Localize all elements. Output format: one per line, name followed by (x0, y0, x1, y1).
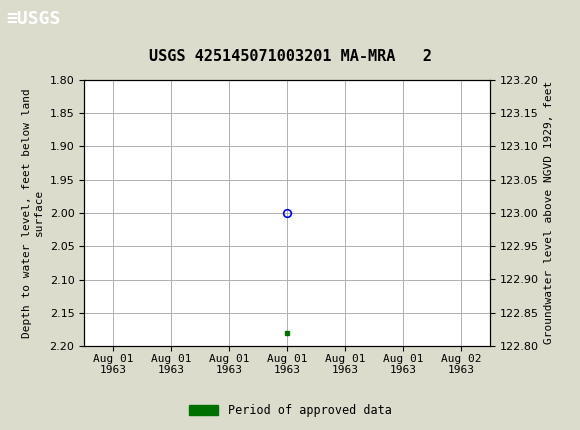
Y-axis label: Depth to water level, feet below land
surface: Depth to water level, feet below land su… (23, 88, 44, 338)
Y-axis label: Groundwater level above NGVD 1929, feet: Groundwater level above NGVD 1929, feet (545, 81, 554, 344)
Legend: Period of approved data: Period of approved data (184, 399, 396, 422)
Text: ≡USGS: ≡USGS (6, 10, 60, 28)
Text: USGS 425145071003201 MA-MRA   2: USGS 425145071003201 MA-MRA 2 (148, 49, 432, 64)
